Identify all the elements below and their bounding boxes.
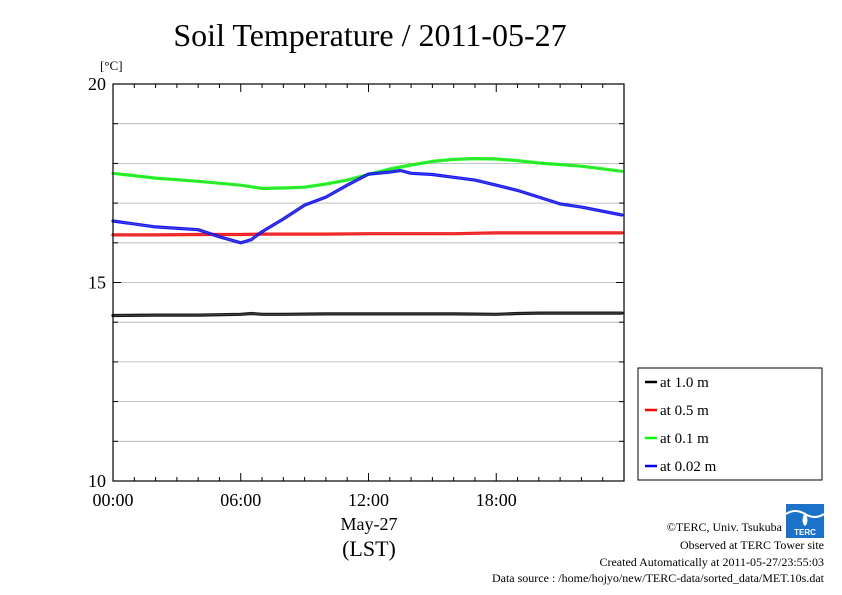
legend-box bbox=[637, 367, 823, 481]
legend-label: at 1.0 m bbox=[660, 375, 709, 391]
series-lines bbox=[111, 157, 624, 318]
x-axis-unit-label: (LST) bbox=[342, 536, 396, 561]
x-axis-date-label: May-27 bbox=[341, 514, 398, 534]
copyright-text: ©TERC, Univ. Tsukuba bbox=[667, 520, 783, 534]
source-text: Data source : /home/hojyo/new/TERC-data/… bbox=[492, 571, 825, 585]
logo-drop bbox=[802, 512, 808, 526]
site-text: Observed at TERC Tower site bbox=[680, 538, 824, 552]
legend: at 1.0 m at 0.5 m at 0.1 m at 0.02 m bbox=[637, 367, 823, 481]
series-line-trace bbox=[112, 312, 622, 316]
legend-label: at 0.1 m bbox=[660, 431, 709, 447]
axis-ticks: 10 15 20 00:00 06:00 12:00 18:00 bbox=[88, 74, 625, 510]
created-text: Created Automatically at 2011-05-27/23:5… bbox=[599, 555, 824, 569]
legend-label: at 0.5 m bbox=[660, 403, 709, 419]
x-tick-label: 12:00 bbox=[348, 490, 389, 510]
y-axis-unit: [°C] bbox=[100, 58, 123, 73]
chart-title: Soil Temperature / 2011-05-27 bbox=[173, 17, 566, 53]
x-tick-label: 18:00 bbox=[476, 490, 517, 510]
gridlines bbox=[113, 123, 624, 442]
y-tick-label: 20 bbox=[88, 74, 106, 94]
series-line-trace bbox=[112, 170, 622, 244]
terc-logo: TERC bbox=[785, 504, 825, 538]
logo-text: TERC bbox=[794, 528, 816, 537]
series-line-trace bbox=[113, 232, 622, 236]
y-tick-label: 15 bbox=[88, 273, 106, 293]
x-tick-label: 06:00 bbox=[220, 490, 261, 510]
x-tick-label: 00:00 bbox=[92, 490, 133, 510]
legend-label: at 0.02 m bbox=[660, 459, 717, 475]
y-tick-label: 10 bbox=[88, 471, 106, 491]
